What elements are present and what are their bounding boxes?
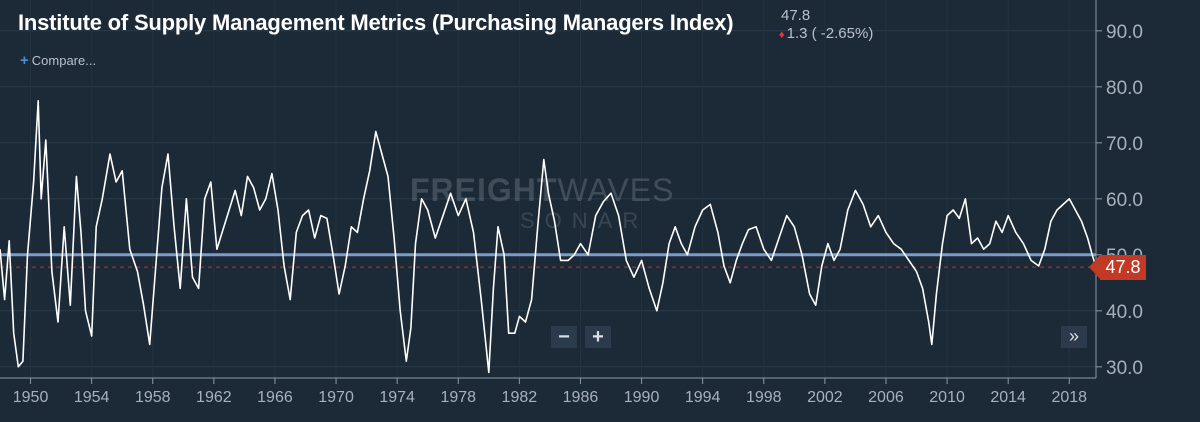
x-tick-label: 1966: [257, 389, 293, 406]
last-value-tag: 47.8: [1089, 254, 1146, 280]
x-tick-label: 1998: [746, 389, 782, 406]
y-tick-label: 70.0: [1106, 134, 1143, 155]
x-tick-label: 1982: [502, 389, 538, 406]
down-arrow-icon: ♦: [779, 29, 785, 41]
x-tick-label: 1954: [74, 389, 110, 406]
x-tick-label: 2006: [868, 389, 904, 406]
watermark-sub: SONAR: [520, 208, 649, 233]
x-tick-label: 1994: [685, 389, 721, 406]
series-line: [0, 100, 1097, 374]
x-tick-label: 2010: [929, 389, 965, 406]
change-text: 1.3 ( -2.65%): [786, 25, 874, 42]
x-tick-label: 2018: [1051, 389, 1087, 406]
change-line: ♦ 1.3 ( -2.65%): [779, 25, 873, 42]
x-tick-label: 1958: [135, 389, 171, 406]
y-tick-label: 80.0: [1106, 78, 1143, 99]
x-tick-label: 1986: [563, 389, 599, 406]
x-tick-label: 1970: [318, 389, 354, 406]
last-value: 47.8: [781, 7, 811, 24]
compare-button[interactable]: + Compare...: [20, 52, 96, 69]
watermark-brand-thin: WAVES: [557, 172, 675, 208]
watermark-brand-bold: FREIGHT: [410, 172, 558, 208]
x-tick-label: 2014: [990, 389, 1026, 406]
zoom-in-button[interactable]: +: [585, 326, 611, 348]
compare-label: Compare...: [31, 53, 97, 68]
y-tick-label: 60.0: [1106, 190, 1143, 211]
x-tick-label: 1974: [379, 389, 415, 406]
x-tick-label: 1978: [440, 389, 476, 406]
y-tick-label: 30.0: [1106, 358, 1143, 379]
x-tick-label: 2002: [807, 389, 843, 406]
y-tick-label: 40.0: [1106, 302, 1143, 323]
watermark-brand: FREIGHTWAVES: [410, 172, 674, 209]
x-tick-label: 1950: [13, 389, 49, 406]
x-tick-label: 1990: [624, 389, 660, 406]
y-tick-label: 90.0: [1106, 22, 1143, 43]
chart-title: Institute of Supply Management Metrics (…: [18, 10, 734, 35]
scroll-to-end-button[interactable]: »: [1061, 326, 1087, 348]
zoom-out-button[interactable]: −: [551, 326, 577, 348]
x-tick-label: 1962: [196, 389, 232, 406]
plus-icon: +: [20, 52, 29, 69]
